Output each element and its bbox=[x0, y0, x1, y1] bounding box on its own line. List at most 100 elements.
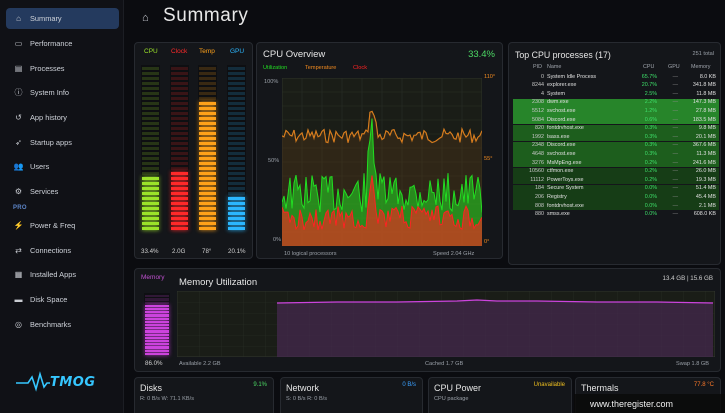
process-row[interactable]: 10560 ctfmon.exe 0.2% — 26.0 MB bbox=[513, 167, 719, 176]
memory-level-bar bbox=[144, 293, 170, 355]
cpu-power-panel[interactable]: CPU Power Unavailable CPU package bbox=[428, 377, 572, 413]
bar-segment bbox=[142, 106, 159, 110]
process-cpu: 1.2% bbox=[644, 107, 657, 114]
bar-segment bbox=[142, 186, 159, 190]
bar-segment bbox=[142, 91, 159, 95]
sidebar-item-app-history[interactable]: ↺ App history bbox=[6, 107, 119, 128]
sidebar-item-processes[interactable]: ▤ Processes bbox=[6, 58, 119, 79]
watermark: www.theregister.com bbox=[574, 394, 725, 413]
bar-segment bbox=[228, 181, 245, 185]
col-header-gpu[interactable]: GPU bbox=[668, 64, 680, 70]
bar-segment bbox=[171, 206, 188, 210]
process-row[interactable]: 2348 Discord.exe 0.3% — 367.6 MB bbox=[513, 141, 719, 151]
process-gpu: — bbox=[672, 133, 678, 140]
process-row[interactable]: 2308 dwm.exe 2.2% — 147.3 MB bbox=[513, 98, 719, 108]
process-row[interactable]: 11112 PowerToys.exe 0.2% — 19.3 MB bbox=[513, 176, 719, 185]
process-cpu: 20.7% bbox=[641, 82, 657, 89]
process-memory: 11.3 MB bbox=[696, 150, 716, 157]
bar-segment bbox=[199, 131, 216, 135]
sidebar-item-performance[interactable]: ▭ Performance bbox=[6, 33, 119, 54]
bar-segment bbox=[171, 186, 188, 190]
bar-segment bbox=[228, 76, 245, 80]
bar-segment bbox=[199, 221, 216, 225]
network-panel[interactable]: Network 0 B/s S: 0 B/s R: 0 B/s bbox=[280, 377, 423, 413]
process-row[interactable]: 5512 svchost.exe 1.2% — 27.8 MB bbox=[513, 107, 719, 116]
bar-segment bbox=[199, 216, 216, 220]
sidebar-item-installed-apps[interactable]: ▦ Installed Apps bbox=[6, 264, 119, 285]
process-row[interactable]: 820 fontdrvhost.exe 0.3% — 9.8 MB bbox=[513, 124, 719, 133]
gpu-bar-label: GPU bbox=[230, 48, 245, 55]
bar-segment bbox=[199, 166, 216, 170]
bar-segment bbox=[228, 141, 245, 145]
logical-processors-text: 10 logical processors bbox=[284, 251, 337, 257]
cpu-bar-value: 33.4% bbox=[141, 248, 159, 255]
process-name: lsass.exe bbox=[547, 133, 570, 140]
bar-segment bbox=[228, 121, 245, 125]
process-gpu: — bbox=[672, 202, 678, 209]
process-row[interactable]: 184 Secure System 0.0% — 51.4 MB bbox=[513, 184, 719, 194]
sidebar-item-label: Connections bbox=[30, 246, 72, 255]
bar-segment bbox=[145, 343, 169, 346]
bar-segment bbox=[142, 71, 159, 75]
col-header-cpu[interactable]: CPU bbox=[643, 64, 655, 70]
process-pid: 206 bbox=[535, 193, 544, 200]
bar-segment bbox=[142, 201, 159, 205]
sidebar-item-system-info[interactable]: ⓘ System Info bbox=[6, 82, 119, 103]
cpu-power-title: CPU Power bbox=[434, 383, 482, 393]
process-row[interactable]: 808 fontdrvhost.exe 0.0% — 2.1 MB bbox=[513, 202, 719, 211]
bar-segment bbox=[199, 66, 216, 70]
top-processes-title: Top CPU processes (17) bbox=[515, 50, 611, 60]
disks-panel[interactable]: Disks 9.1% R: 0 B/s W: 71.1 KB/s bbox=[134, 377, 274, 413]
col-header-memory[interactable]: Memory bbox=[691, 64, 711, 70]
process-row[interactable]: 4648 svchost.exe 0.3% — 11.3 MB bbox=[513, 150, 719, 159]
bar-segment bbox=[171, 76, 188, 80]
sidebar-item-services[interactable]: ⚙ Services bbox=[6, 181, 119, 202]
memory-cached: Cached 1.7 GB bbox=[425, 361, 464, 367]
bar-segment bbox=[228, 216, 245, 220]
process-row[interactable]: 5084 Discord.exe 0.6% — 183.5 MB bbox=[513, 116, 719, 125]
process-row[interactable]: 1992 lsass.exe 0.3% — 20.1 MB bbox=[513, 133, 719, 142]
bar-segment bbox=[199, 76, 216, 80]
bar-segment bbox=[142, 156, 159, 160]
bar-segment bbox=[228, 136, 245, 140]
bar-segment bbox=[171, 216, 188, 220]
bar-segment bbox=[142, 171, 159, 175]
sidebar-item-benchmarks[interactable]: ◎ Benchmarks bbox=[6, 314, 119, 335]
sidebar-item-label: Disk Space bbox=[30, 295, 68, 304]
col-header-name[interactable]: Name bbox=[547, 64, 562, 70]
process-row[interactable]: 8244 explorer.exe 20.7% — 341.8 MB bbox=[513, 82, 719, 90]
process-row[interactable]: 4 System 2.5% — 11.8 MB bbox=[513, 90, 719, 98]
bar-segment bbox=[145, 314, 169, 317]
bar-segment bbox=[228, 111, 245, 115]
legend-utilization: Utilization bbox=[263, 65, 288, 71]
process-pid: 5512 bbox=[532, 107, 544, 114]
bar-segment bbox=[142, 76, 159, 80]
memory-title: Memory Utilization bbox=[179, 277, 258, 288]
bar-segment bbox=[199, 126, 216, 130]
bar-segment bbox=[171, 196, 188, 200]
sidebar-item-disk-space[interactable]: ▬ Disk Space bbox=[6, 289, 119, 310]
performance-icon: ▭ bbox=[14, 39, 23, 48]
cpu-level-bar bbox=[141, 65, 160, 230]
process-row[interactable]: 880 smss.exe 0.0% — 608.0 KB bbox=[513, 211, 719, 219]
col-header-pid[interactable]: PID bbox=[533, 64, 542, 70]
process-row[interactable]: 206 Registry 0.0% — 45.4 MB bbox=[513, 193, 719, 202]
sidebar-item-connections[interactable]: ⇄ Connections bbox=[6, 240, 119, 261]
bar-segment bbox=[228, 191, 245, 195]
process-gpu: — bbox=[672, 99, 678, 106]
bar-segment bbox=[228, 221, 245, 225]
process-row[interactable]: 0 System Idle Process 65.7% — 8.0 KB bbox=[513, 73, 719, 81]
sidebar-item-users[interactable]: 👥 Users bbox=[6, 156, 119, 177]
bar-segment bbox=[171, 81, 188, 85]
sidebar-item-summary[interactable]: ⌂ Summary bbox=[6, 8, 119, 29]
sidebar-item-startup-apps[interactable]: ➶ Startup apps bbox=[6, 132, 119, 153]
sidebar-item-power-freq[interactable]: ⚡ Power & Freq bbox=[6, 215, 119, 236]
home-icon: ⌂ bbox=[16, 14, 21, 23]
process-name: Discord.exe bbox=[547, 116, 576, 123]
process-row[interactable]: 3276 MsMpEng.exe 0.2% — 241.6 MB bbox=[513, 159, 719, 168]
bar-segment bbox=[145, 317, 169, 320]
process-memory: 341.8 MB bbox=[692, 82, 716, 89]
bar-segment bbox=[171, 211, 188, 215]
bar-segment bbox=[199, 146, 216, 150]
bar-segment bbox=[142, 196, 159, 200]
